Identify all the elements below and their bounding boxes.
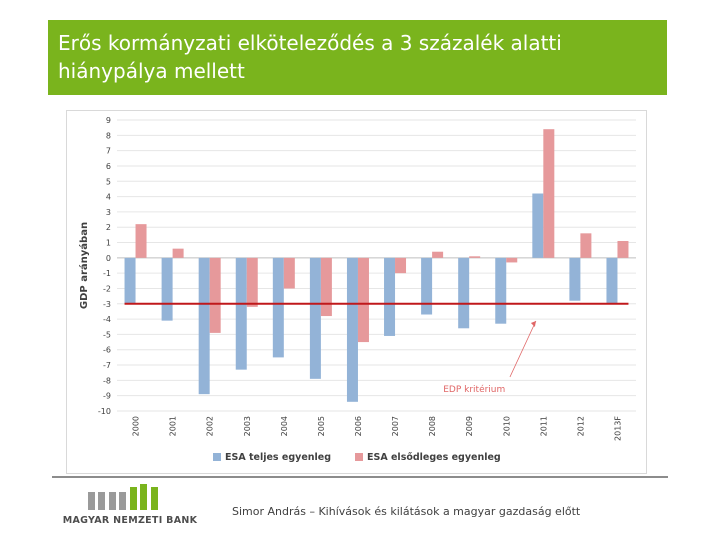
slide-title: Erős kormányzati elköteleződés a 3 száza…	[58, 31, 562, 83]
bar-esa-primary-2009	[469, 256, 481, 258]
y-tick-label: 4	[106, 193, 111, 202]
y-tick-label: -6	[103, 346, 111, 355]
bar-esa-primary-2006	[357, 257, 369, 343]
y-tick-label: -2	[103, 284, 111, 293]
bar-esa-primary-2000	[135, 224, 147, 258]
x-tick-label: 2000	[132, 416, 141, 436]
footer-divider	[52, 476, 668, 478]
bar-esa-primary-2004	[283, 257, 295, 289]
y-tick-label: 7	[106, 147, 111, 156]
x-tick-label: 2010	[502, 416, 511, 436]
y-tick-label: 5	[106, 177, 111, 186]
x-tick-label: 2003	[243, 416, 252, 436]
bar-esa-primary-2003	[246, 257, 258, 307]
x-tick-label: 2004	[280, 416, 289, 436]
bar-esa-total-2003	[235, 257, 247, 370]
y-tick-label: -10	[98, 407, 111, 416]
deficit-bar-chart: 9 8 7 6 5 4 3 2 1 0 -1 -2 -3 -4 -5 -6 -7 -8 -9 -10 GDP arány…	[78, 116, 636, 463]
y-tick-label: -5	[103, 330, 111, 339]
y-tick-label: -4	[103, 315, 111, 324]
y-tick-label: 1	[106, 239, 111, 248]
legend-label-esa-total: ESA teljes egyenleg	[225, 452, 331, 463]
title-banner: Erős kormányzati elköteleződés a 3 száza…	[48, 20, 667, 95]
mnb-logo-icon	[88, 484, 158, 510]
bar-esa-total-2008	[421, 257, 433, 315]
bar-esa-primary-2010	[506, 257, 518, 263]
y-tick-label: 6	[106, 162, 111, 171]
x-tick-label: 2011	[539, 416, 548, 436]
bar-esa-total-2009	[458, 257, 470, 329]
x-tick-label: 2012	[576, 416, 585, 436]
bar-esa-total-2004	[272, 257, 284, 358]
bar-esa-primary-2008	[432, 251, 444, 258]
x-tick-label: 2001	[169, 416, 178, 436]
mnb-logo: MAGYAR NEMZETI BANK	[55, 482, 203, 534]
legend-swatch-esa-total	[213, 453, 221, 461]
annotation-arrow	[509, 320, 537, 378]
bar-esa-primary-2007	[395, 257, 407, 274]
bar-esa-total-2012	[569, 257, 581, 301]
bar-esa-primary-2012	[580, 233, 592, 258]
y-tick-label: 8	[106, 131, 111, 140]
x-tick-label: 2002	[206, 416, 215, 436]
y-tick-label: 3	[106, 208, 111, 217]
x-tick-label: 2007	[391, 416, 400, 436]
logo-text: MAGYAR NEMZETI BANK	[62, 515, 198, 526]
bar-esa-total-2002	[198, 257, 210, 395]
bar-esa-total-2011	[532, 193, 544, 258]
footer-caption: Simor András – Kihívások és kilátások a …	[232, 505, 581, 518]
y-tick-label: 2	[106, 223, 111, 232]
bar-esa-primary-2013F	[617, 240, 629, 258]
bar-esa-primary-2011	[543, 129, 555, 258]
y-axis-label: GDP arányában	[78, 222, 90, 309]
x-tick-label: 2013F	[613, 416, 622, 441]
bar-esa-primary-2005	[320, 257, 332, 317]
bar-esa-total-2010	[495, 257, 507, 324]
y-tick-label: -3	[103, 300, 111, 309]
y-tick-label: -9	[103, 392, 111, 401]
legend-label-esa-primary: ESA elsődleges egyenleg	[367, 452, 501, 463]
x-tick-label: 2008	[428, 416, 437, 436]
bar-esa-primary-2001	[172, 248, 184, 258]
chart-frame: 9 8 7 6 5 4 3 2 1 0 -1 -2 -3 -4 -5 -6 -7 -8 -9 -10 GDP arány…	[66, 110, 647, 474]
bar-esa-total-2001	[161, 257, 173, 321]
x-tick-label: 2006	[354, 416, 363, 436]
bar-esa-total-2007	[384, 257, 396, 336]
y-tick-label: 0	[106, 254, 111, 263]
annotation-arrowhead	[530, 321, 536, 327]
y-tick-label: -8	[103, 376, 111, 385]
legend-swatch-esa-primary	[355, 453, 363, 461]
x-tick-label: 2005	[317, 416, 326, 436]
edp-annotation-label: EDP kritérium	[443, 384, 505, 395]
bar-esa-primary-2002	[209, 257, 221, 333]
bar-esa-total-2006	[346, 257, 358, 402]
y-tick-label: 9	[106, 116, 111, 125]
y-tick-label: -1	[103, 269, 111, 278]
y-tick-label: -7	[103, 361, 111, 370]
bar-esa-total-2005	[309, 257, 321, 379]
bar-esa-total-2013F	[606, 257, 618, 304]
bar-esa-total-2000	[124, 257, 136, 304]
x-tick-label: 2009	[465, 416, 474, 436]
